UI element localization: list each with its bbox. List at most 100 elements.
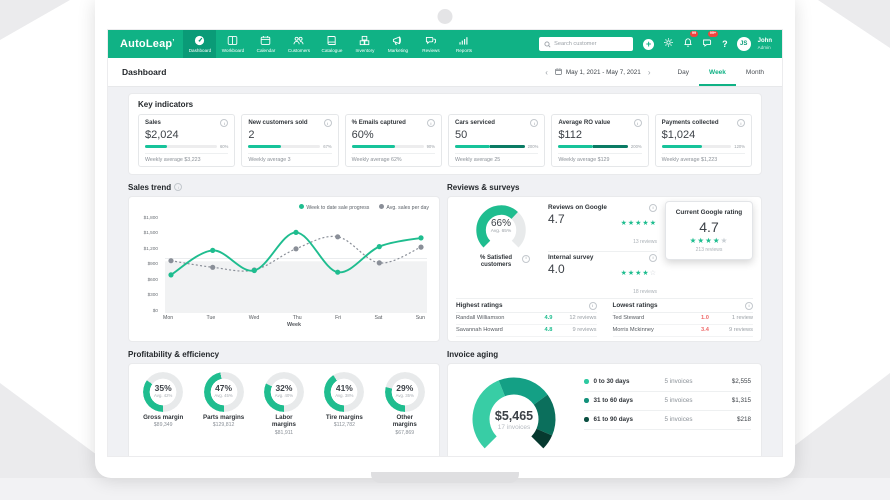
- kpi-card-average-ro[interactable]: Average RO value i $112 200% Weekly avera…: [551, 114, 649, 167]
- info-icon[interactable]: i: [174, 183, 183, 191]
- calendar-small-icon: [555, 67, 562, 77]
- nav-item-dashboard[interactable]: Dashboard: [183, 30, 217, 58]
- messages-badge: 99+: [706, 30, 720, 38]
- margin-percent: 41%: [335, 383, 353, 394]
- user-role: Admin: [757, 44, 771, 50]
- x-tick: Sat: [374, 314, 383, 321]
- nav-item-reports[interactable]: Reports: [447, 30, 480, 58]
- x-tick: Thu: [292, 314, 302, 321]
- y-tick: $600: [147, 276, 158, 282]
- rating-row[interactable]: Randall Williamson 4.9 12 reviews: [456, 313, 597, 325]
- info-icon[interactable]: i: [633, 119, 642, 127]
- nav-item-marketing[interactable]: Marketing: [381, 30, 414, 58]
- info-icon[interactable]: i: [649, 253, 657, 262]
- highest-ratings-table: Highest ratings i Randall Williamson 4.9 12…: [456, 301, 597, 337]
- nav-item-inventory[interactable]: Inventory: [348, 30, 381, 58]
- info-icon[interactable]: i: [220, 119, 229, 127]
- margin-amount: $89,349: [153, 422, 173, 429]
- tooltip-review-count: 213 reviews: [695, 246, 723, 253]
- autoleap-logo[interactable]: AutoLeap ʼ: [108, 30, 183, 58]
- margin-gauge-labor[interactable]: 32% Avg. 40% Labor margins $81,911: [256, 371, 312, 454]
- star-icons: ★★★★: [620, 269, 650, 277]
- profitability-card: 35% Avg. 42% Gross margin $89,349 47% Avg.…: [128, 362, 440, 456]
- nav-item-label: Marketing: [387, 47, 409, 53]
- page-header: Dashboard ‹ May 1, 2021 - May 7, 2021 › …: [108, 58, 782, 87]
- info-icon[interactable]: i: [323, 119, 332, 127]
- legend-dot: [584, 417, 589, 422]
- help-button[interactable]: ?: [722, 39, 728, 49]
- avatar[interactable]: JS: [736, 37, 751, 51]
- search-input[interactable]: [554, 41, 629, 47]
- margin-gauge-tire[interactable]: 41% Avg. 38% Tire margins $112,782: [316, 371, 372, 454]
- rating-row[interactable]: Savannah Howard 4.8 9 reviews: [456, 325, 597, 337]
- info-icon[interactable]: i: [426, 119, 435, 127]
- internal-survey-label: Internal survey: [548, 254, 594, 261]
- margin-amount: $112,782: [333, 422, 355, 429]
- nav-item-reviews[interactable]: Reviews: [414, 30, 447, 58]
- margin-average: Avg. 45%: [214, 392, 233, 398]
- aging-amount: $218: [736, 416, 751, 423]
- nav-item-catalogue[interactable]: Catalogue: [315, 30, 348, 58]
- info-icon[interactable]: i: [649, 203, 657, 212]
- info-icon[interactable]: i: [736, 119, 745, 127]
- aging-row-61-90[interactable]: 61 to 90 days 5 invoices $218: [584, 411, 751, 430]
- invoice-aging-card: $5,465 17 invoices 0 to 30 days 5 invoice…: [447, 362, 762, 457]
- x-tick: Sun: [415, 314, 425, 321]
- rating-row[interactable]: Morris Mckinney 3.4 9 reviews: [612, 325, 753, 337]
- tab-month[interactable]: Month: [736, 58, 774, 86]
- kpi-percent: 200%: [527, 144, 539, 149]
- info-icon[interactable]: i: [530, 119, 539, 127]
- aging-row-31-60[interactable]: 31 to 60 days 5 invoices $1,315: [584, 392, 751, 411]
- user-name: John: [757, 37, 772, 44]
- key-indicators-panel: Key indicators Sales i $2,024 60% Weekly …: [128, 93, 762, 175]
- google-reviews-row: Reviews on Google i 4.7 ★★★★★ 13 reviews: [548, 202, 657, 251]
- search-box: [539, 37, 634, 51]
- y-tick: $300: [147, 292, 158, 297]
- margin-gauge-other[interactable]: 29% Avg. 35% Other margins $67,869: [377, 371, 433, 454]
- kpi-title: Average RO value: [558, 119, 611, 126]
- customer-name: Ted Steward: [612, 315, 645, 321]
- laptop-camera-dot: [437, 9, 453, 24]
- nav-item-customers[interactable]: Customers: [282, 30, 315, 58]
- nav-item-label: Catalogue: [321, 47, 343, 53]
- info-icon[interactable]: i: [588, 301, 597, 310]
- satisfied-value: 66%: [490, 217, 511, 229]
- period-tabs: Day Week Month: [667, 58, 774, 86]
- kpi-progress-bar: [558, 145, 628, 148]
- aging-row-0-30[interactable]: 0 to 30 days 5 invoices $2,555: [584, 373, 751, 392]
- kpi-card-new-customers[interactable]: New customers sold i 2 67% Weekly average…: [241, 114, 339, 167]
- review-count: 9 reviews: [728, 327, 753, 333]
- kpi-value: $2,024: [145, 129, 179, 141]
- key-indicators-title: Key indicators: [138, 100, 194, 109]
- chevron-right-icon[interactable]: ›: [647, 67, 651, 77]
- margin-gauge-parts[interactable]: 47% Avg. 45% Parts margins $129,812: [196, 371, 252, 454]
- notifications-button[interactable]: 99: [683, 30, 700, 53]
- kpi-value: 2: [248, 129, 255, 141]
- date-range-label[interactable]: May 1, 2021 - May 7, 2021: [565, 68, 641, 76]
- nav-item-label: Workboard: [221, 47, 245, 53]
- google-review-count: 13 reviews: [633, 238, 657, 245]
- settings-button[interactable]: [663, 35, 674, 53]
- rating-row[interactable]: Ted Steward 1.0 1 review: [612, 313, 753, 325]
- kpi-card-payments[interactable]: Payments collected i $1,024 120% Weekly a…: [654, 114, 752, 167]
- chevron-left-icon[interactable]: ‹: [545, 67, 548, 77]
- sales-trend-card: Week to date sale progress Avg. sales pe…: [128, 195, 440, 342]
- backdrop-wedge-top-right: [818, 0, 890, 48]
- info-icon[interactable]: i: [745, 301, 753, 310]
- kpi-card-sales[interactable]: Sales i $2,024 60% Weekly average $3,223: [138, 114, 236, 167]
- kpi-card-emails-captured[interactable]: % Emails captured i 60% 90% Weekly averag…: [344, 114, 442, 167]
- aging-amount: $2,555: [731, 378, 751, 385]
- user-menu[interactable]: John Admin: [758, 30, 782, 58]
- margin-gauge-gross[interactable]: 35% Avg. 42% Gross margin $89,349: [135, 371, 191, 454]
- tab-week[interactable]: Week: [699, 58, 736, 86]
- kpi-average: Weekly average $3,223: [145, 153, 229, 163]
- tab-day[interactable]: Day: [667, 58, 699, 86]
- nav-item-workboard[interactable]: Workboard: [216, 30, 249, 58]
- sales-trend-section: Sales trend i Week to date sale progress …: [128, 175, 440, 342]
- add-button[interactable]: +: [643, 38, 655, 50]
- kpi-card-cars-serviced[interactable]: Cars serviced i 50 200% Weekly average 25: [447, 114, 546, 167]
- info-icon[interactable]: i: [522, 254, 530, 263]
- nav-item-calendar[interactable]: Calendar: [249, 30, 282, 58]
- invoice-gauge-block: $5,465 17 invoices: [458, 369, 570, 457]
- messages-button[interactable]: 99+: [702, 30, 720, 53]
